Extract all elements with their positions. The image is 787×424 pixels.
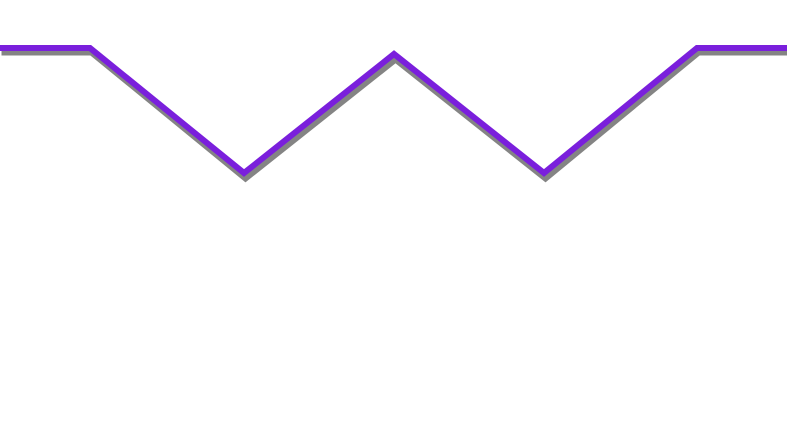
zigzag-line: [0, 45, 787, 177]
zigzag-divider: [0, 45, 787, 183]
